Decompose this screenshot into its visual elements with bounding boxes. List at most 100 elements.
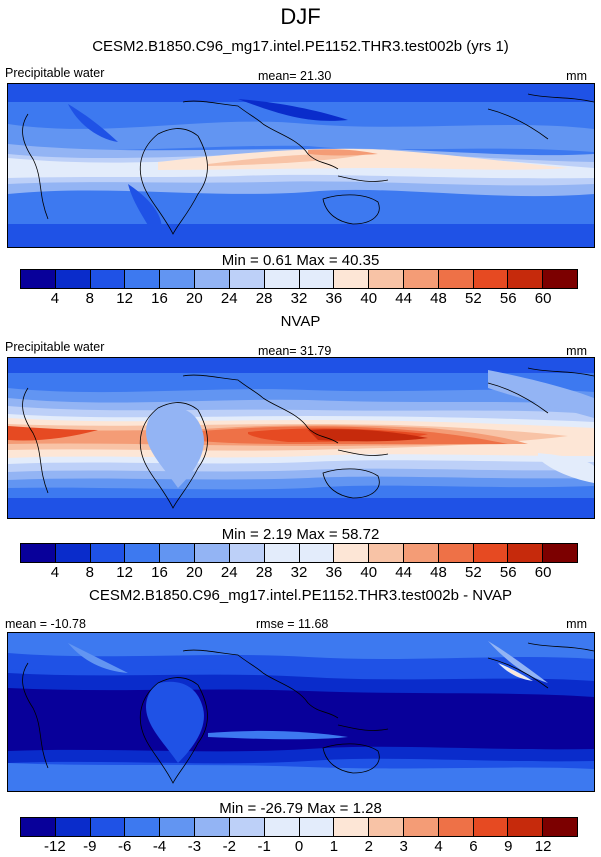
colorbar-tick: 48 <box>430 564 447 581</box>
colorbar-tick: 60 <box>534 290 552 307</box>
colorbar-tick: 60 <box>534 564 552 581</box>
colorbar-tick: 3 <box>399 838 408 855</box>
colorbar-box <box>264 544 300 562</box>
colorbar-tick: 16 <box>151 290 168 307</box>
colorbar-tick: 32 <box>290 290 308 307</box>
panel1-title: CESM2.B1850.C96_mg17.intel.PE1152.THR3.t… <box>92 38 509 55</box>
colorbar-tick: 32 <box>290 564 308 581</box>
colorbar-box <box>473 270 509 288</box>
colorbar-box <box>264 818 300 836</box>
colorbar-tick: 24 <box>220 290 238 307</box>
colorbar-tick: 40 <box>360 290 378 307</box>
colorbar-box <box>369 818 404 836</box>
colorbar-box <box>438 818 474 836</box>
colorbar-tick: 9 <box>504 838 513 855</box>
colorbar-tick: 8 <box>85 290 94 307</box>
colorbar-box <box>438 270 474 288</box>
colorbar-box <box>473 544 509 562</box>
colorbar-box <box>160 270 196 288</box>
panel3-units-label: mm <box>566 617 587 631</box>
colorbar-box <box>369 544 404 562</box>
colorbar-box <box>195 818 230 836</box>
panel2-units-label: mm <box>566 344 587 358</box>
panel3-title: CESM2.B1850.C96_mg17.intel.PE1152.THR3.t… <box>88 587 512 604</box>
colorbar-tick: 20 <box>186 290 203 307</box>
panel2-variable-label: Precipitable water <box>5 340 105 354</box>
colorbar-tick: -2 <box>222 838 236 855</box>
colorbar-box <box>543 270 577 288</box>
colorbar-box <box>55 544 91 562</box>
colorbar-box <box>334 544 370 562</box>
colorbar-tick: 36 <box>325 564 343 581</box>
colorbar-tick: 48 <box>430 290 447 307</box>
colorbar-tick: -6 <box>117 838 132 855</box>
panel2-map <box>7 357 595 519</box>
colorbar-tick: 8 <box>85 564 94 581</box>
panel1-colorbar-ticks: 4 8 12 16 20 24 28 32 36 40 44 48 52 56 … <box>20 290 578 308</box>
colorbar-box <box>125 270 161 288</box>
colorbar-tick: 4 <box>434 838 443 855</box>
panel2-title: NVAP <box>280 313 321 330</box>
panel1-variable-label: Precipitable water <box>5 66 105 80</box>
panel1-map-svg <box>8 84 594 247</box>
panel2-mean-label: mean= 31.79 <box>258 344 332 358</box>
panel2-colorbar-ticks: 4 8 12 16 20 24 28 32 36 40 44 48 52 56 … <box>20 564 578 582</box>
colorbar-tick: 12 <box>116 564 133 581</box>
colorbar-box <box>90 270 126 288</box>
panel3-colorbar-ticks: -12 -9 -6 -4 -3 -2 -1 0 1 2 3 4 6 9 12 <box>20 838 578 856</box>
panel3-minmax: Min = -26.79 Max = 1.28 <box>219 800 382 817</box>
colorbar-tick: -9 <box>83 838 97 855</box>
panel3-rmse-label: rmse = 11.68 <box>256 617 329 631</box>
colorbar-tick: 36 <box>325 290 343 307</box>
colorbar-box <box>403 270 439 288</box>
colorbar-box <box>299 270 335 288</box>
colorbar-tick: 12 <box>116 290 133 307</box>
panel1-colorbar <box>20 269 578 289</box>
colorbar-tick: 56 <box>499 564 517 581</box>
colorbar-tick: 44 <box>395 290 412 307</box>
colorbar-tick: 52 <box>465 290 482 307</box>
colorbar-tick: 6 <box>469 838 478 855</box>
panel2-colorbar <box>20 543 578 563</box>
panel3-map-svg <box>8 633 594 791</box>
colorbar-box <box>125 544 161 562</box>
colorbar-tick: 12 <box>534 838 552 855</box>
colorbar-tick: 40 <box>360 564 378 581</box>
colorbar-box <box>125 818 161 836</box>
colorbar-tick: -3 <box>187 838 202 855</box>
colorbar-tick: 0 <box>294 838 304 855</box>
colorbar-tick: -12 <box>44 838 66 855</box>
colorbar-tick: 52 <box>465 564 482 581</box>
colorbar-box <box>473 818 509 836</box>
colorbar-tick: 4 <box>50 564 60 581</box>
colorbar-box <box>21 544 56 562</box>
panel1-map <box>7 83 595 248</box>
colorbar-tick: 24 <box>220 564 238 581</box>
colorbar-box <box>543 818 577 836</box>
colorbar-box <box>21 270 56 288</box>
colorbar-box <box>264 270 300 288</box>
colorbar-box <box>160 544 196 562</box>
colorbar-box <box>508 818 544 836</box>
colorbar-tick: -1 <box>257 838 271 855</box>
colorbar-tick: 28 <box>255 564 273 581</box>
colorbar-box <box>195 544 230 562</box>
colorbar-box <box>438 544 474 562</box>
colorbar-tick: 20 <box>186 564 203 581</box>
colorbar-tick: 1 <box>329 838 339 855</box>
colorbar-box <box>229 818 265 836</box>
colorbar-box <box>21 818 56 836</box>
colorbar-tick: -4 <box>152 838 167 855</box>
colorbar-box <box>334 818 370 836</box>
panel1-mean-label: mean= 21.30 <box>258 69 332 83</box>
colorbar-box <box>299 818 335 836</box>
colorbar-box <box>229 270 265 288</box>
panel3-mean-label: mean = -10.78 <box>5 617 86 631</box>
colorbar-box <box>508 544 544 562</box>
colorbar-tick: 56 <box>499 290 517 307</box>
colorbar-box <box>369 270 404 288</box>
panel2-map-svg <box>8 358 594 518</box>
colorbar-box <box>508 270 544 288</box>
colorbar-box <box>403 544 439 562</box>
colorbar-box <box>299 544 335 562</box>
